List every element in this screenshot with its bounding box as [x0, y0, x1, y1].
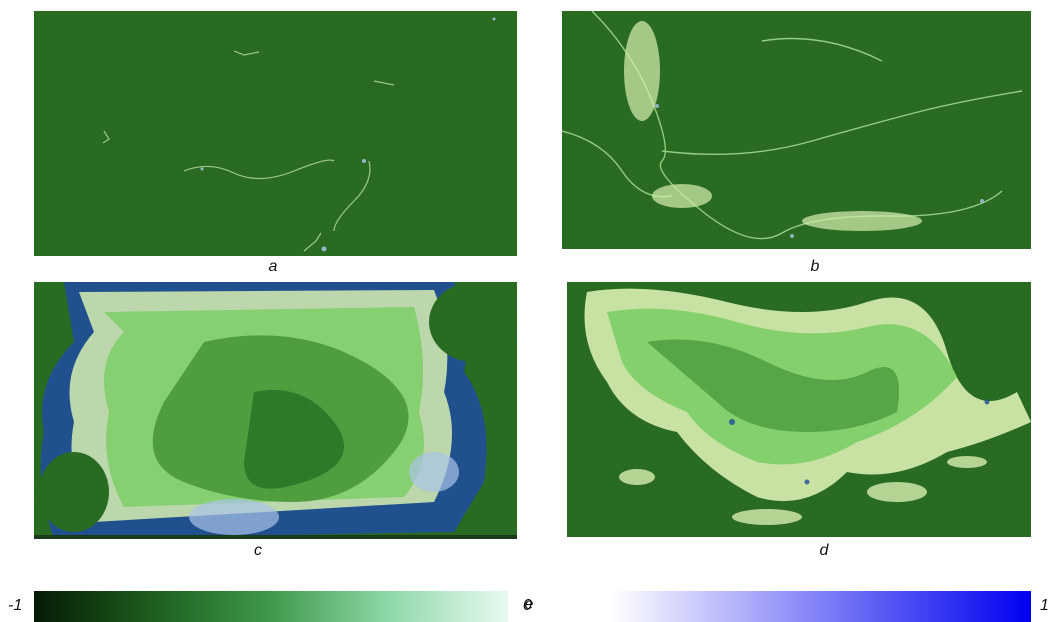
map-d-image — [567, 282, 1031, 537]
map-panel-c — [34, 282, 517, 539]
map-c-image — [34, 282, 517, 539]
colorbar-mid-label: 0 — [523, 597, 532, 614]
panel-b-caption: b — [810, 258, 820, 275]
panel-d-caption: d — [819, 542, 829, 559]
panel-c-caption: c — [254, 542, 262, 559]
colorbar-negative-gradient — [34, 591, 508, 622]
colorbar-max-label: 1 — [1040, 597, 1049, 614]
map-panel-d — [567, 282, 1031, 537]
map-panel-a — [34, 11, 517, 256]
colorbar-min-label: -1 — [8, 597, 23, 614]
map-panel-b — [562, 11, 1031, 249]
panel-a-caption: a — [268, 258, 278, 275]
map-a-image — [34, 11, 517, 256]
colorbar-caption: e — [524, 596, 534, 613]
colorbar-positive-gradient — [612, 591, 1031, 622]
map-b-image — [562, 11, 1031, 249]
